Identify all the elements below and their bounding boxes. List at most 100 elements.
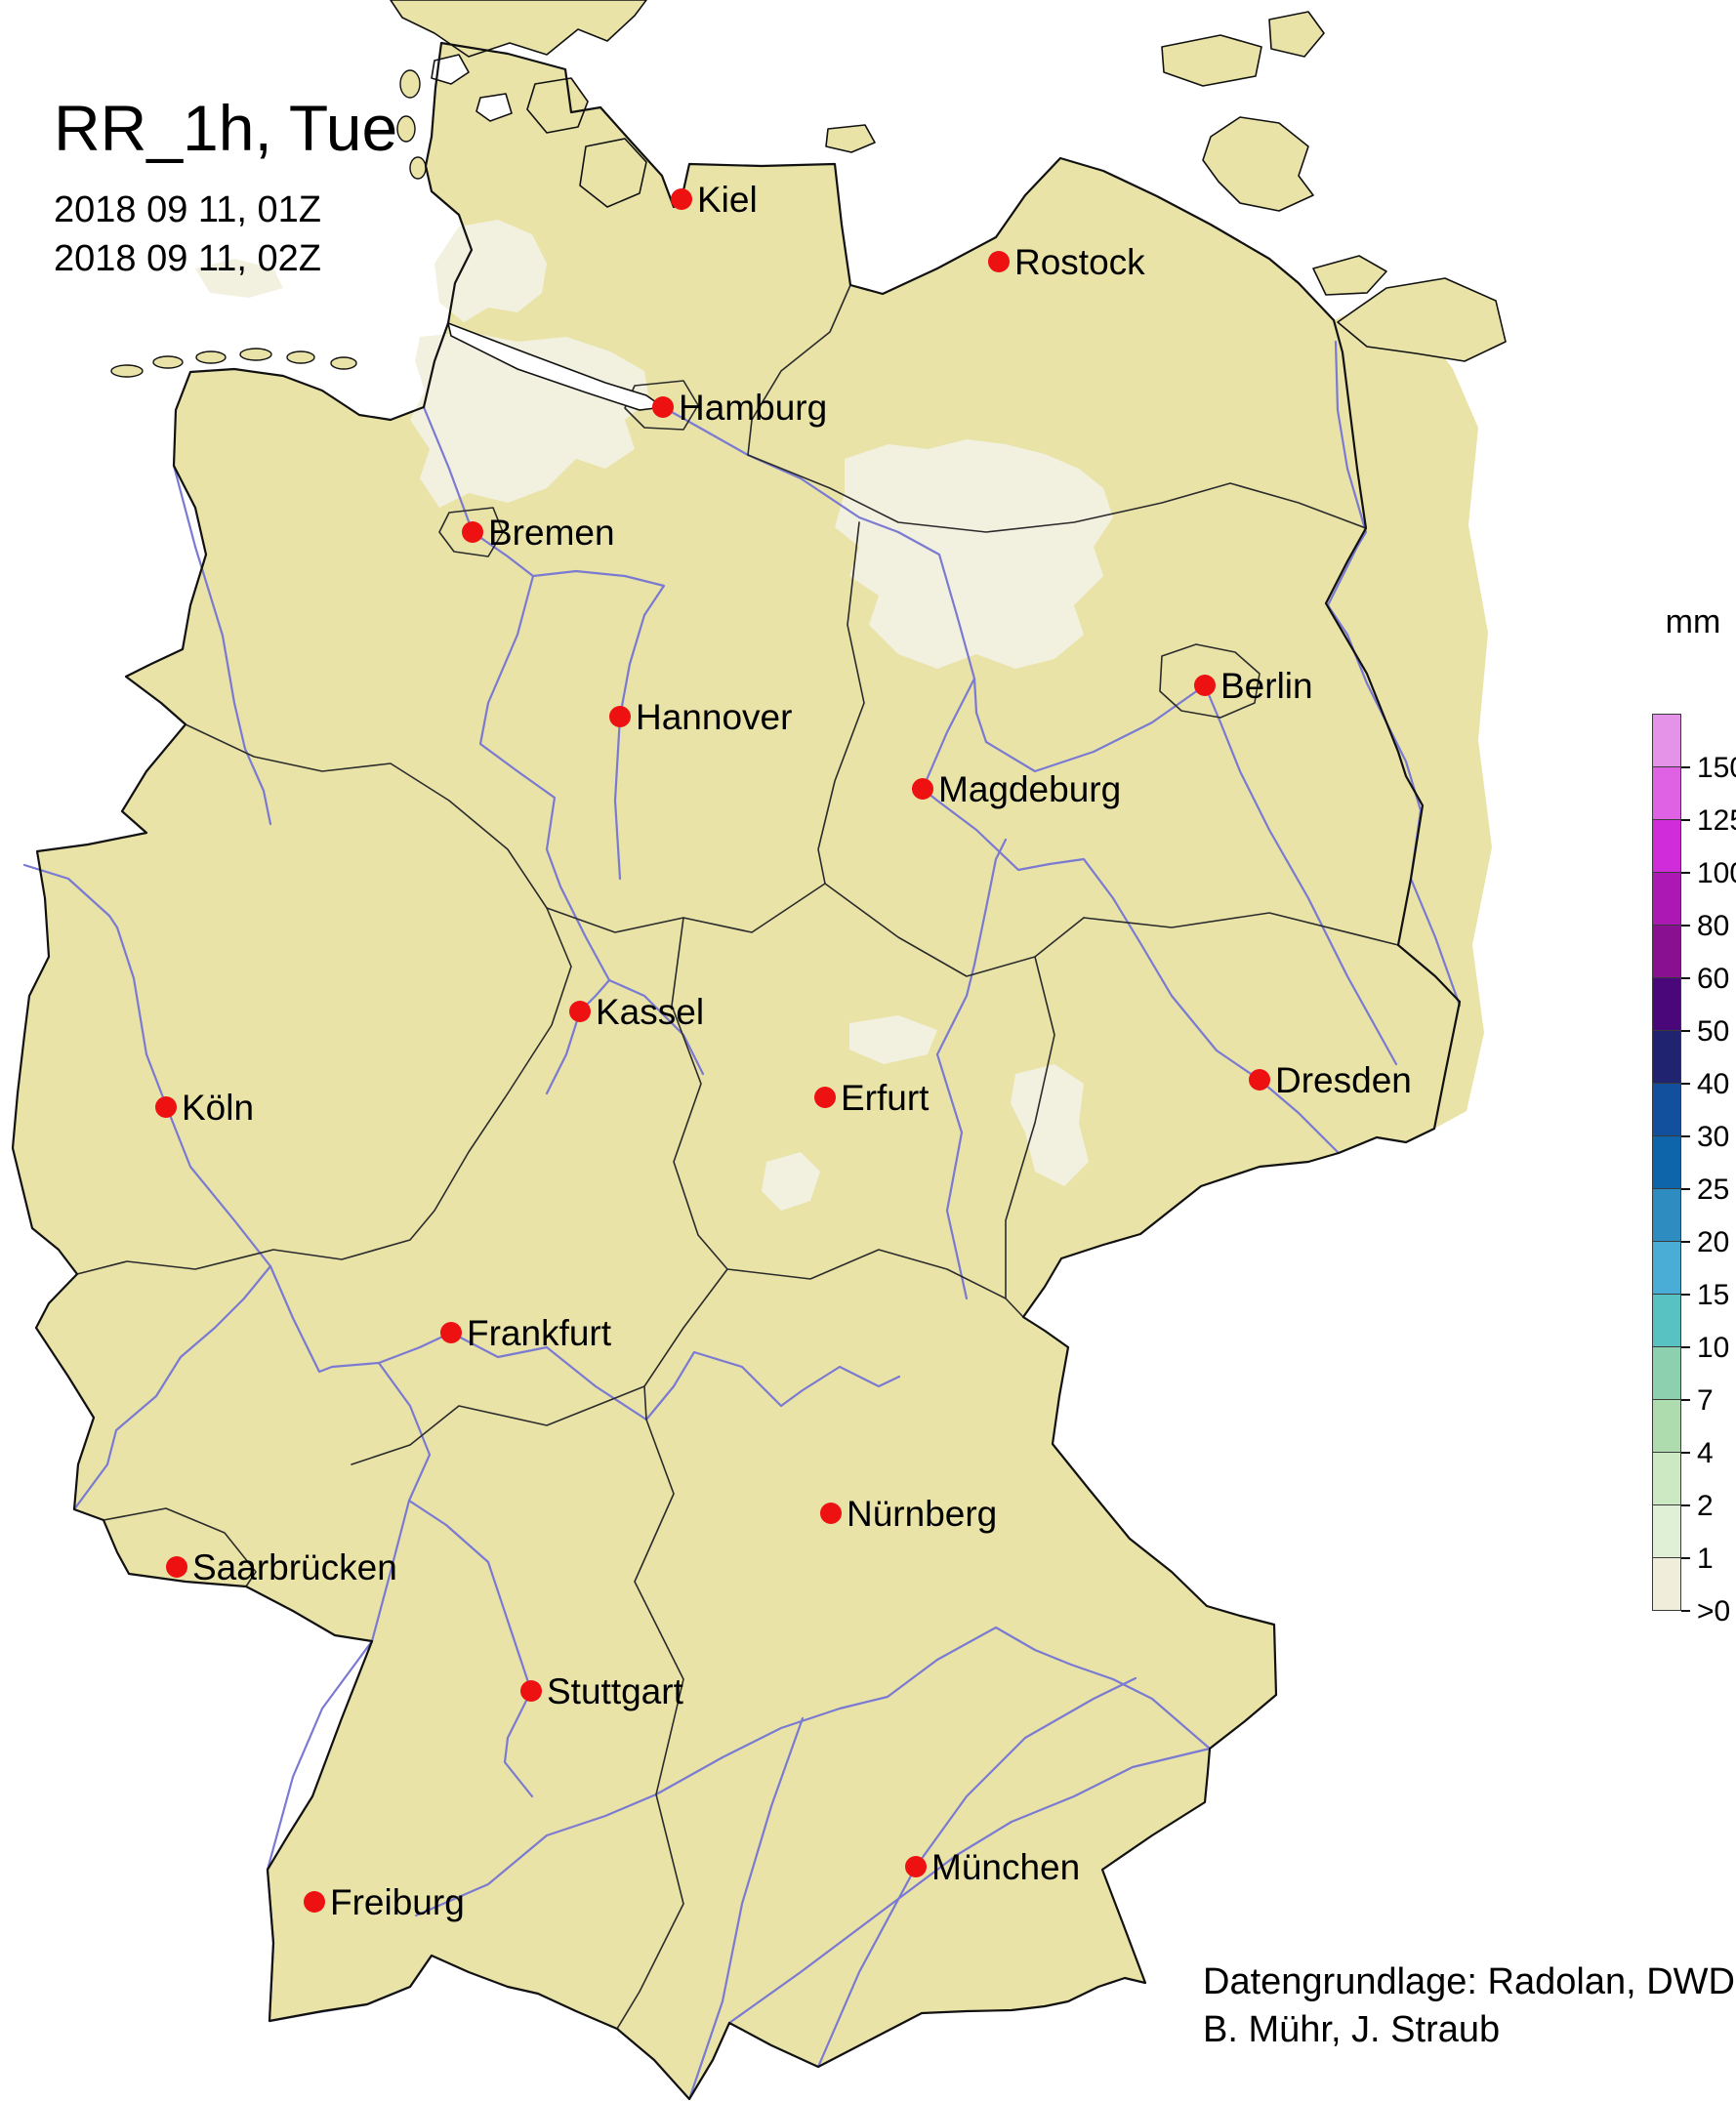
elbe-estuary: [446, 321, 666, 411]
legend-value-7: 7: [1697, 1384, 1714, 1417]
legend-value-1: 1: [1697, 1543, 1714, 1575]
city-dot-Saarbrücken: [166, 1556, 187, 1578]
city-dot-München: [905, 1856, 927, 1877]
credits-line-2: B. Mühr, J. Straub: [1203, 2008, 1501, 2050]
border-hessen-bavaria: [643, 1268, 728, 1421]
border-ns-nrw: [185, 723, 548, 909]
legend-value->0: >0: [1697, 1595, 1731, 1627]
credits-line-1: Datengrundlage: Radolan, DWD: [1203, 1961, 1735, 2002]
city-label-Dresden: Dresden: [1275, 1060, 1412, 1100]
legend-swatch-10: [1652, 1294, 1681, 1347]
legend-tick-50: [1681, 1030, 1690, 1032]
border-bb-sn: [1083, 912, 1399, 946]
border-th-bavaria: [726, 1249, 1024, 1318]
legend-tick-60: [1681, 977, 1690, 979]
precip-patch-franconia: [762, 1152, 820, 1211]
river-werra: [607, 978, 705, 1076]
poland-coast-blob: [1337, 277, 1507, 362]
legend-tick-150: [1681, 766, 1690, 768]
city-label-Saarbrücken: Saarbrücken: [192, 1547, 397, 1587]
legend-swatch-15: [1652, 1241, 1681, 1295]
precip-patch-altmark: [835, 439, 1113, 669]
legend-swatch-80: [1652, 872, 1681, 926]
island-fehmarn: [825, 124, 876, 153]
city-dot-Kassel: [569, 1001, 591, 1022]
border-bw-bavaria: [616, 1419, 684, 2030]
legend-tick-100: [1681, 872, 1690, 874]
city-label-Stuttgart: Stuttgart: [547, 1671, 684, 1711]
legend-swatch-125: [1652, 766, 1681, 820]
legend-tick-10: [1681, 1346, 1690, 1348]
city-dot-Hannover: [609, 706, 631, 727]
denmark-island-white1: [431, 54, 470, 85]
legend-tick-1: [1681, 1557, 1690, 1559]
map-dates: 2018 09 11, 01Z 2018 09 11, 02Z: [54, 185, 397, 283]
city-dot-Frankfurt: [440, 1322, 462, 1343]
legend-swatch-2: [1652, 1452, 1681, 1505]
legend-value-40: 40: [1697, 1068, 1730, 1100]
legend-swatch-150: [1652, 714, 1681, 767]
map-title: RR_1h, Tue: [54, 92, 398, 164]
legend-value-30: 30: [1697, 1121, 1730, 1153]
legend-value-2: 2: [1697, 1490, 1714, 1522]
land-fills: [13, 0, 1507, 2099]
city-dot-Erfurt: [814, 1087, 836, 1108]
legend-tick-20: [1681, 1241, 1690, 1243]
germany-land: [13, 43, 1460, 2099]
river-saale: [935, 838, 1008, 1300]
river-mosel: [72, 1264, 272, 1511]
state-borders: [76, 284, 1399, 2030]
precip-patch-lower-elbe: [410, 332, 649, 508]
legend-tick->0: [1681, 1610, 1690, 1612]
river-lech: [687, 1716, 805, 2101]
legend-swatch->0: [1652, 1557, 1681, 1611]
city-dot-Nürnberg: [820, 1503, 842, 1524]
legend-tick-25: [1681, 1188, 1690, 1190]
city-dot-Rostock: [988, 251, 1010, 272]
frisian-islets: [110, 69, 427, 378]
city-dot-Bremen: [462, 521, 483, 543]
legend-value-10: 10: [1697, 1332, 1730, 1364]
legend-swatch-4: [1652, 1399, 1681, 1453]
legend-value-125: 125: [1697, 804, 1736, 837]
poland-composite-strip: [1326, 293, 1492, 1129]
river-leine-aller: [531, 569, 666, 881]
city-label-Magdeburg: Magdeburg: [938, 769, 1121, 809]
denmark-island-als: [526, 77, 589, 134]
city-label-Frankfurt: Frankfurt: [467, 1313, 612, 1353]
date-start: 2018 09 11, 01Z: [54, 189, 321, 230]
legend-value-15: 15: [1697, 1279, 1730, 1311]
denmark-island-lolland: [1161, 34, 1262, 87]
legend-tick-2: [1681, 1504, 1690, 1506]
river-neckar: [407, 1499, 534, 1798]
precip-patch-thuringia: [849, 1015, 937, 1064]
city-label-Kassel: Kassel: [596, 992, 704, 1032]
border-nrw-hessen-rp: [76, 907, 572, 1275]
legend-value-25: 25: [1697, 1174, 1730, 1206]
legend-value-60: 60: [1697, 963, 1730, 995]
border-bremen-ring: [438, 507, 504, 557]
border-th-sn: [1005, 956, 1055, 1299]
river-isar: [816, 1676, 1137, 2069]
legend-tick-15: [1681, 1294, 1690, 1296]
river-inn: [727, 1747, 1212, 2025]
border-hamburg-ring: [624, 380, 699, 431]
legend-swatch-50: [1652, 977, 1681, 1031]
city-label-Kiel: Kiel: [697, 180, 758, 220]
city-label-Nürnberg: Nürnberg: [847, 1494, 997, 1534]
city-markers: Kiel Rostock Hamburg Bremen Hannover Berlin Ma…: [155, 180, 1412, 1922]
border-berlin-ring: [1159, 643, 1261, 719]
river-main: [377, 1331, 901, 1421]
denmark-jutland: [390, 0, 647, 58]
city-label-Freiburg: Freiburg: [330, 1882, 465, 1922]
precip-patches: [195, 220, 1113, 1211]
credits: Datengrundlage: Radolan, DWD B. Mühr, J.…: [1203, 1958, 1735, 2053]
legend-swatch-40: [1652, 1030, 1681, 1084]
river-rhine: [22, 863, 432, 2023]
city-label-Hamburg: Hamburg: [679, 388, 827, 428]
precip-patch-frisia: [195, 259, 283, 298]
island-ruegen: [1202, 116, 1314, 212]
denmark-island-white2: [475, 93, 513, 122]
legend-tick-80: [1681, 925, 1690, 927]
